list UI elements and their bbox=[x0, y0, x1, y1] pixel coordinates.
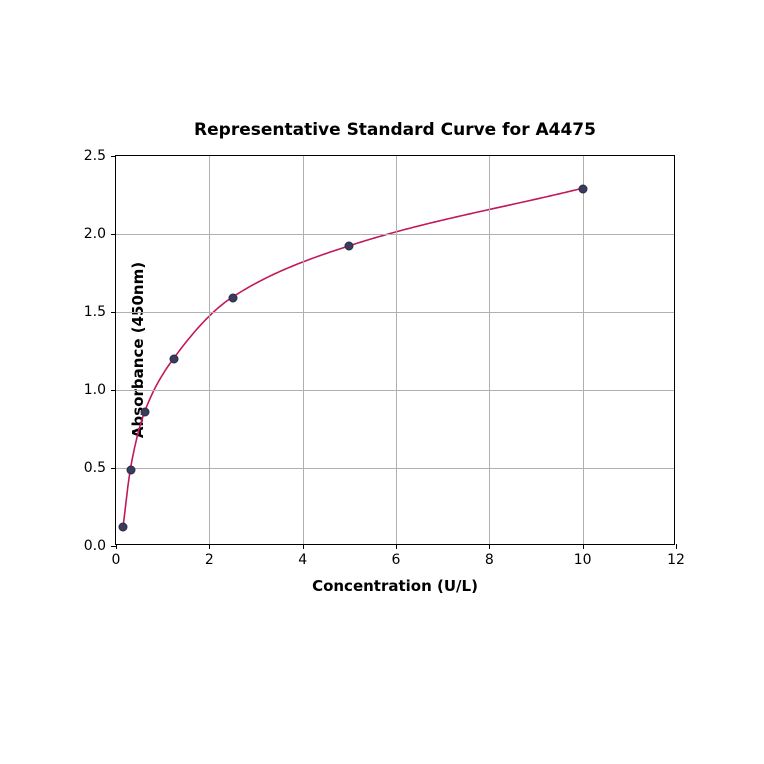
x-tick-label: 4 bbox=[298, 552, 307, 568]
y-tick bbox=[111, 468, 116, 469]
grid-line-vertical bbox=[583, 156, 584, 544]
y-tick bbox=[111, 312, 116, 313]
y-tick-label: 2.5 bbox=[84, 148, 106, 164]
grid-line-vertical bbox=[209, 156, 210, 544]
y-tick-label: 0.5 bbox=[84, 460, 106, 476]
data-point bbox=[578, 184, 587, 193]
x-tick-label: 12 bbox=[667, 552, 685, 568]
x-tick bbox=[489, 544, 490, 549]
y-tick-label: 0.0 bbox=[84, 538, 106, 554]
x-tick-label: 8 bbox=[485, 552, 494, 568]
grid-line-vertical bbox=[489, 156, 490, 544]
data-point bbox=[170, 354, 179, 363]
grid-line-horizontal bbox=[116, 468, 674, 469]
x-tick-label: 2 bbox=[205, 552, 214, 568]
x-axis-label: Concentration (U/L) bbox=[312, 577, 478, 595]
curve-line bbox=[116, 156, 674, 544]
data-point bbox=[345, 242, 354, 251]
x-tick bbox=[209, 544, 210, 549]
y-tick bbox=[111, 234, 116, 235]
plot-area: 0246810120.00.51.01.52.02.5 bbox=[115, 155, 675, 545]
chart-title: Representative Standard Curve for A4475 bbox=[194, 120, 596, 140]
data-point bbox=[126, 465, 135, 474]
grid-line-vertical bbox=[303, 156, 304, 544]
grid-line-horizontal bbox=[116, 390, 674, 391]
y-tick bbox=[111, 546, 116, 547]
chart-container: Representative Standard Curve for A4475 … bbox=[115, 155, 675, 545]
x-tick-label: 0 bbox=[112, 552, 121, 568]
x-tick bbox=[303, 544, 304, 549]
grid-line-vertical bbox=[396, 156, 397, 544]
x-tick bbox=[396, 544, 397, 549]
y-tick-label: 1.0 bbox=[84, 382, 106, 398]
x-tick-label: 6 bbox=[392, 552, 401, 568]
x-tick bbox=[116, 544, 117, 549]
x-tick-label: 10 bbox=[574, 552, 592, 568]
x-tick bbox=[676, 544, 677, 549]
x-tick bbox=[583, 544, 584, 549]
y-tick bbox=[111, 390, 116, 391]
y-tick-label: 1.5 bbox=[84, 304, 106, 320]
grid-line-horizontal bbox=[116, 234, 674, 235]
y-tick-label: 2.0 bbox=[84, 226, 106, 242]
data-point bbox=[141, 407, 150, 416]
y-tick bbox=[111, 156, 116, 157]
grid-line-horizontal bbox=[116, 312, 674, 313]
data-point bbox=[228, 293, 237, 302]
data-point bbox=[119, 523, 128, 532]
